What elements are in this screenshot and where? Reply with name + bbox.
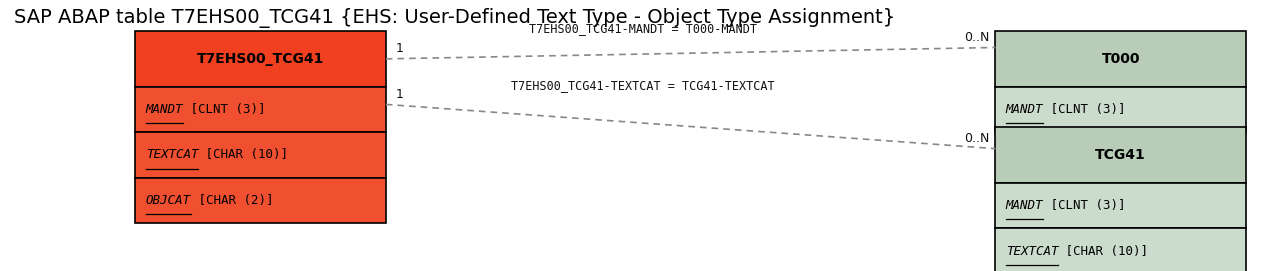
Text: 1: 1 — [396, 88, 403, 101]
Text: 1: 1 — [396, 42, 403, 55]
Bar — [135, 178, 386, 223]
Text: T7EHS00_TCG41: T7EHS00_TCG41 — [197, 52, 324, 66]
Text: TCG41: TCG41 — [1095, 148, 1146, 162]
Text: 0..N: 0..N — [964, 31, 989, 44]
Bar — [135, 87, 386, 132]
Text: [CLNT (3)]: [CLNT (3)] — [1043, 103, 1126, 116]
Text: [CHAR (10)]: [CHAR (10)] — [198, 149, 288, 162]
Text: T7EHS00_TCG41-TEXTCAT = TCG41-TEXTCAT: T7EHS00_TCG41-TEXTCAT = TCG41-TEXTCAT — [510, 79, 775, 92]
Text: SAP ABAP table T7EHS00_TCG41 {EHS: User-Defined Text Type - Object Type Assignme: SAP ABAP table T7EHS00_TCG41 {EHS: User-… — [14, 8, 894, 28]
Bar — [996, 87, 1245, 132]
Text: MANDT: MANDT — [1006, 199, 1043, 212]
Bar — [135, 31, 386, 87]
Text: MANDT: MANDT — [145, 103, 184, 116]
Bar — [135, 132, 386, 178]
Text: MANDT: MANDT — [1006, 103, 1043, 116]
Text: 0..N: 0..N — [964, 132, 989, 145]
Text: TEXTCAT: TEXTCAT — [145, 149, 198, 162]
Text: TEXTCAT: TEXTCAT — [1006, 245, 1059, 257]
Text: OBJCAT: OBJCAT — [145, 194, 190, 207]
Bar — [996, 183, 1245, 228]
Text: [CLNT (3)]: [CLNT (3)] — [1043, 199, 1126, 212]
Text: [CHAR (10)]: [CHAR (10)] — [1059, 245, 1149, 257]
Bar — [996, 127, 1245, 183]
Text: [CLNT (3)]: [CLNT (3)] — [184, 103, 266, 116]
Bar — [996, 228, 1245, 271]
Text: T7EHS00_TCG41-MANDT = T000-MANDT: T7EHS00_TCG41-MANDT = T000-MANDT — [528, 22, 757, 35]
Bar — [996, 31, 1245, 87]
Text: T000: T000 — [1101, 52, 1140, 66]
Text: [CHAR (2)]: [CHAR (2)] — [190, 194, 274, 207]
